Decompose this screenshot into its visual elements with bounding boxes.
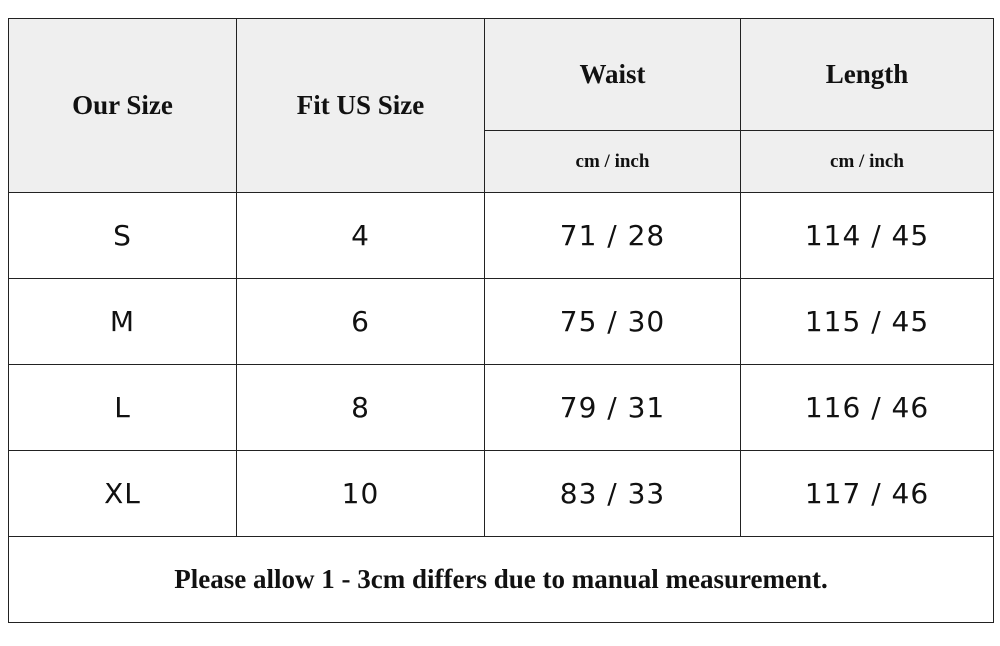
unit-cell: cm / inch [740,130,994,193]
data-row: S 4 71 / 28 114 / 45 [8,192,994,279]
data-row: L 8 79 / 31 116 / 46 [8,364,994,451]
header-cell: Our Size [8,18,237,193]
note-row: Please allow 1 - 3cm differs due to manu… [8,536,994,623]
unit-cell: cm / inch [484,130,741,193]
data-cell: XL [8,450,237,537]
size-table: Our Size Fit US Size Waist Length cm / i… [8,18,994,623]
data-row: M 6 75 / 30 115 / 45 [8,278,994,365]
header-cell: Waist [484,18,741,131]
data-cell: L [8,364,237,451]
data-cell: 79 / 31 [484,364,741,451]
data-cell: 71 / 28 [484,192,741,279]
header-row: Our Size Fit US Size Waist Length [8,18,994,193]
table-body: S 4 71 / 28 114 / 45 M 6 75 / 30 115 / 45 L 8 79 /… [8,192,994,537]
note: Please allow 1 - 3cm differs due to manu… [8,536,994,623]
data-row: XL 10 83 / 33 117 / 46 [8,450,994,537]
data-cell: 115 / 45 [740,278,994,365]
data-cell: 10 [236,450,485,537]
data-cell: S [8,192,237,279]
header-cell: Length [740,18,994,131]
data-cell: 75 / 30 [484,278,741,365]
data-cell: 4 [236,192,485,279]
header-cell: Fit US Size [236,18,485,193]
data-cell: 8 [236,364,485,451]
data-cell: 114 / 45 [740,192,994,279]
data-cell: 6 [236,278,485,365]
data-cell: 117 / 46 [740,450,994,537]
data-cell: 116 / 46 [740,364,994,451]
unit-row: cm / inch cm / inch [9,130,994,193]
data-cell: M [8,278,237,365]
data-cell: 83 / 33 [484,450,741,537]
